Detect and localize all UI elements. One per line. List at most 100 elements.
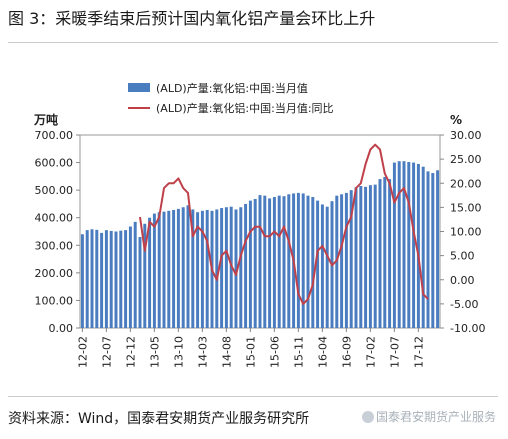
- bar: [138, 237, 142, 328]
- bar: [354, 187, 358, 328]
- bar: [340, 194, 344, 328]
- bar: [148, 217, 152, 328]
- x-tick-label: 12-12: [124, 336, 137, 368]
- x-tick-label: 17-02: [364, 336, 377, 368]
- bar: [383, 176, 387, 328]
- bar: [325, 206, 329, 328]
- bar: [364, 186, 368, 328]
- bar: [152, 213, 156, 328]
- y-left-tick-label: 600.00: [35, 157, 74, 170]
- y-left-tick-label: 500.00: [35, 184, 74, 197]
- bar: [282, 196, 286, 328]
- bar: [431, 173, 435, 328]
- bar: [85, 230, 89, 328]
- source-rule: [8, 396, 498, 397]
- x-tick-label: 12-07: [100, 336, 113, 368]
- x-tick-label: 13-05: [148, 336, 161, 368]
- yoy-line: [139, 143, 429, 305]
- bar: [296, 192, 300, 328]
- bar: [109, 230, 113, 328]
- x-tick-label: 15-01: [244, 336, 257, 368]
- x-tick-label: 14-08: [220, 336, 233, 368]
- bar: [181, 207, 185, 328]
- bar: [373, 184, 377, 328]
- legend-label-bars: (ALD)产量:氧化铝:中国:当月值: [156, 81, 308, 95]
- bar: [239, 207, 243, 328]
- line-series: [139, 143, 429, 305]
- bar: [311, 197, 315, 328]
- bar: [215, 209, 219, 328]
- watermark-logo-icon: [362, 411, 374, 423]
- y-left-tick-label: 100.00: [35, 294, 74, 307]
- x-tick-label: 15-06: [268, 336, 281, 368]
- x-tick-label: 12-02: [76, 336, 89, 368]
- y-right-tick-label: 0.00: [450, 274, 475, 287]
- bar: [95, 229, 99, 328]
- y-left-tick-label: 700.00: [35, 129, 74, 142]
- legend-label-line: (ALD)产量:氧化铝:中国:当月值:同比: [156, 101, 334, 115]
- bar: [263, 195, 267, 328]
- y-right-tick-label: -5.00: [450, 298, 478, 311]
- bar: [258, 195, 262, 328]
- y-left-unit: 万吨: [33, 112, 58, 127]
- watermark: 国泰君安期货产业服务: [362, 409, 496, 425]
- bar: [143, 223, 147, 328]
- x-tick-label: 17-07: [388, 336, 401, 368]
- y-right-tick-label: 5.00: [450, 250, 475, 263]
- y-right-tick-label: 15.00: [450, 201, 482, 214]
- x-tick-label: 16-09: [340, 336, 353, 368]
- y-left-tick-label: 400.00: [35, 212, 74, 225]
- bar: [268, 198, 272, 328]
- bar: [277, 195, 281, 328]
- bar: [162, 211, 166, 328]
- figure-title: 图 3：采暖季结束后预计国内氧化铝产量会环比上升: [8, 9, 376, 28]
- legend-swatch-bars: [128, 83, 150, 92]
- bar: [220, 208, 224, 328]
- x-tick-label: 14-03: [196, 336, 209, 368]
- y-right-tick-label: 25.00: [450, 153, 482, 166]
- y-left-tick-label: 300.00: [35, 239, 74, 252]
- x-tick-label: 13-10: [172, 336, 185, 368]
- source-note: 资料来源：Wind，国泰君安期货产业服务研究所: [8, 411, 310, 427]
- bar: [402, 161, 406, 328]
- bar: [368, 185, 372, 328]
- bar: [272, 197, 276, 328]
- bar: [412, 162, 416, 328]
- bar: [114, 231, 118, 328]
- legend: (ALD)产量:氧化铝:中国:当月值 (ALD)产量:氧化铝:中国:当月值:同比: [128, 81, 334, 115]
- bar: [397, 161, 401, 328]
- bar: [196, 212, 200, 328]
- bar: [167, 210, 171, 328]
- bar: [388, 179, 392, 328]
- x-tick-label: 17-12: [412, 336, 425, 368]
- bar: [172, 209, 176, 328]
- bar-series: [80, 161, 440, 328]
- y-left-tick-label: 200.00: [35, 267, 74, 280]
- y-right-tick-label: 20.00: [450, 177, 482, 190]
- bar: [316, 200, 320, 328]
- bar: [186, 205, 190, 328]
- bar: [359, 186, 363, 328]
- bar: [421, 166, 425, 328]
- y-right-tick-label: 30.00: [450, 129, 482, 142]
- bar: [224, 207, 228, 328]
- bar: [191, 209, 195, 328]
- x-tick-label: 15-11: [292, 336, 305, 368]
- bar: [344, 192, 348, 328]
- bar: [200, 210, 204, 328]
- y-right-tick-label: 10.00: [450, 226, 482, 239]
- bar: [349, 190, 353, 328]
- y-right-tick-label: -10.00: [450, 322, 485, 335]
- y-right-unit: %: [450, 113, 462, 127]
- bar: [100, 232, 104, 328]
- axes: 0.00 100.00 200.00 300.00 400.00 500.00 600.00…: [35, 129, 486, 368]
- watermark-text: 国泰君安期货产业服务: [376, 410, 497, 424]
- bar: [301, 193, 305, 328]
- bar: [306, 195, 310, 328]
- bar: [320, 204, 324, 328]
- bar: [392, 162, 396, 328]
- bar: [416, 163, 420, 328]
- bar: [133, 221, 137, 328]
- bar: [104, 230, 108, 328]
